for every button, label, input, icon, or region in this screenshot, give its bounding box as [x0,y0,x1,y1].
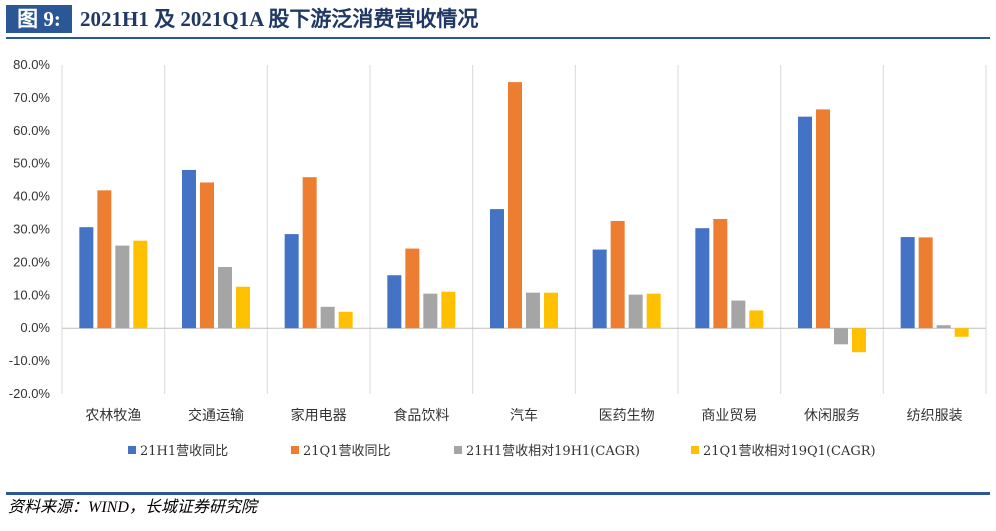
bar [236,286,250,329]
bar [200,182,214,329]
legend-label: 21Q1营收相对19Q1(CAGR) [703,444,876,459]
legend-swatch [128,446,136,454]
x-tick-label: 汽车 [510,407,538,424]
y-tick-label: 70.0% [13,90,50,105]
bar [544,292,558,329]
bar [508,82,522,329]
y-tick-label: 30.0% [13,222,50,237]
y-tick-label: -10.0% [9,353,51,368]
header: 图 9: 2021H1 及 2021Q1A 股下游泛消费营收情况 [0,0,996,39]
source-note: 资料来源：WIND，长城证券研究院 [8,499,257,516]
bar [918,237,933,329]
bar [182,169,196,329]
bar [97,190,112,329]
bar [423,293,438,329]
bar [441,291,456,329]
bar [302,177,317,329]
bar [320,306,335,329]
header-divider [6,37,990,39]
y-tick-label: 10.0% [13,287,50,302]
bar [338,311,353,329]
bar [628,294,643,329]
x-tick-label: 休闲服务 [804,408,860,424]
legend-item: 21H1营收相对19H1(CAGR) [454,444,640,459]
y-tick-label: 80.0% [13,57,50,72]
x-tick-label: 医药生物 [599,408,655,424]
x-tick-label: 商业贸易 [701,408,757,424]
bar [387,275,402,329]
bar [852,328,866,353]
bar [900,237,915,329]
y-tick-label: 60.0% [13,123,50,138]
figure-label: 图 9: [6,5,72,33]
bar [284,234,299,329]
footer-divider [6,492,990,495]
legend-swatch [691,446,699,454]
legend-swatch [291,446,299,454]
bar [526,292,540,329]
y-tick-label: -20.0% [9,386,51,401]
bar [490,209,504,329]
y-tick-label: 50.0% [13,156,50,171]
x-tick-label: 农林牧渔 [85,408,141,424]
legend-swatch [454,446,462,454]
bars [79,82,969,353]
bar [816,109,830,329]
bar [749,310,764,329]
x-tick-label: 交通运输 [188,407,244,424]
y-tick-label: 40.0% [13,189,50,204]
bar [115,245,130,329]
gridlines [61,65,987,394]
x-tick-label: 纺织服装 [907,408,963,424]
y-axis: -20.0% -10.0% 0.0% 10.0% 20.0% 30.0% 40.0% 50.0… [9,57,51,401]
bar [695,228,710,329]
legend-label: 21H1营收同比 [140,444,228,459]
bar [218,267,232,329]
bar [731,300,746,329]
bar [610,220,625,329]
legend-item: 21Q1营收同比 [291,444,390,459]
legend-label: 21Q1营收同比 [303,444,390,459]
legend-label: 21H1营收相对19H1(CAGR) [466,444,640,459]
bar [936,325,951,329]
x-tick-label: 食品饮料 [393,407,449,424]
y-tick-label: 0.0% [20,320,50,335]
bar [592,249,607,329]
legend-item: 21Q1营收相对19Q1(CAGR) [691,444,876,459]
figure-title: 2021H1 及 2021Q1A 股下游泛消费营收情况 [80,7,479,31]
bar [79,227,94,329]
bar [834,328,848,345]
bar [798,116,812,329]
y-tick-label: 20.0% [13,254,50,269]
x-axis: 农林牧渔 交通运输 家用电器 食品饮料 汽车 医药生物 商业贸易 休闲服务 纺织服装 [85,407,962,424]
legend: 21H1营收同比 21Q1营收同比 21H1营收相对19H1(CAGR) 21Q1营收… [128,444,876,459]
legend-item: 21H1营收同比 [128,444,228,459]
bar [646,293,661,329]
bar [713,218,728,329]
x-tick-label: 家用电器 [291,407,347,424]
bar [405,248,420,329]
bar [133,240,148,329]
bar-chart: -20.0% -10.0% 0.0% 10.0% 20.0% 30.0% 40.0% 50.0… [9,57,987,459]
bar [954,328,969,337]
